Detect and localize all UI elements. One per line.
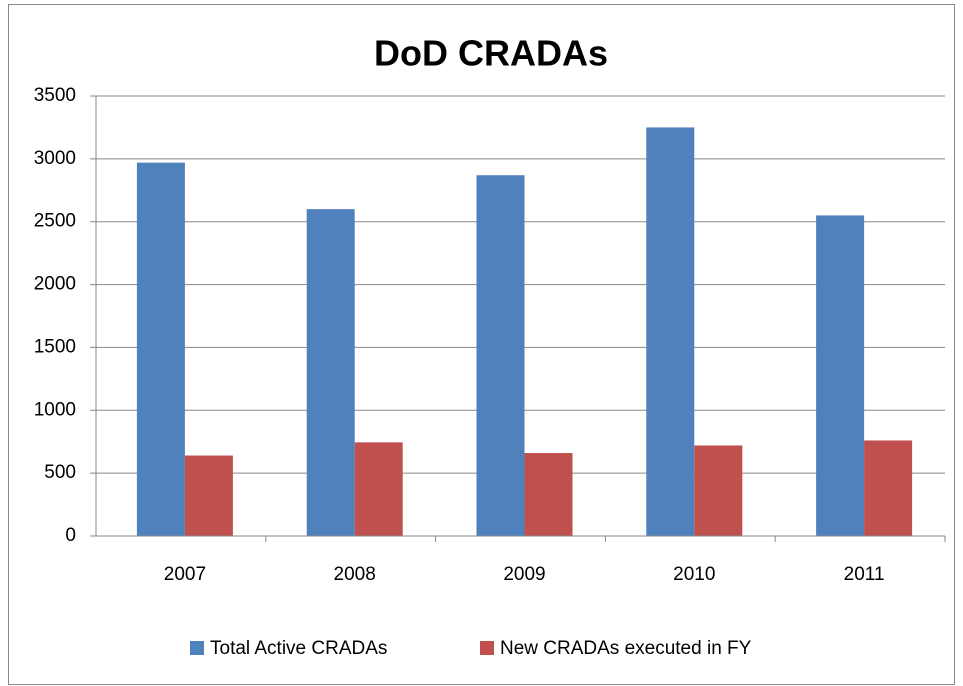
y-tick-label: 3500 xyxy=(34,85,76,106)
legend-swatch xyxy=(480,641,494,655)
x-tick-label: 2011 xyxy=(844,564,885,585)
bar xyxy=(816,215,865,536)
y-tick-label: 1000 xyxy=(34,399,76,420)
bar xyxy=(476,175,525,536)
bar xyxy=(524,453,573,536)
bar xyxy=(184,455,233,536)
y-tick-label: 500 xyxy=(44,462,76,483)
bar xyxy=(646,127,695,536)
legend-label: New CRADAs executed in FY xyxy=(500,638,752,659)
bar xyxy=(306,209,355,536)
y-tick-label: 2000 xyxy=(34,274,76,295)
legend-label: Total Active CRADAs xyxy=(210,638,387,659)
y-tick-label: 3000 xyxy=(34,148,76,169)
y-tick-label: 2500 xyxy=(34,211,76,232)
bar xyxy=(136,162,185,536)
x-tick-label: 2009 xyxy=(503,564,545,585)
x-tick-label: 2007 xyxy=(164,564,206,585)
chart-title: DoD CRADAs xyxy=(374,33,608,74)
legend-swatch xyxy=(190,641,204,655)
bar xyxy=(864,440,913,536)
x-tick-label: 2010 xyxy=(673,564,715,585)
x-tick-label: 2008 xyxy=(334,564,376,585)
bar xyxy=(354,442,403,536)
y-tick-label: 0 xyxy=(65,525,76,546)
bar xyxy=(694,445,743,536)
y-tick-label: 1500 xyxy=(34,336,76,357)
